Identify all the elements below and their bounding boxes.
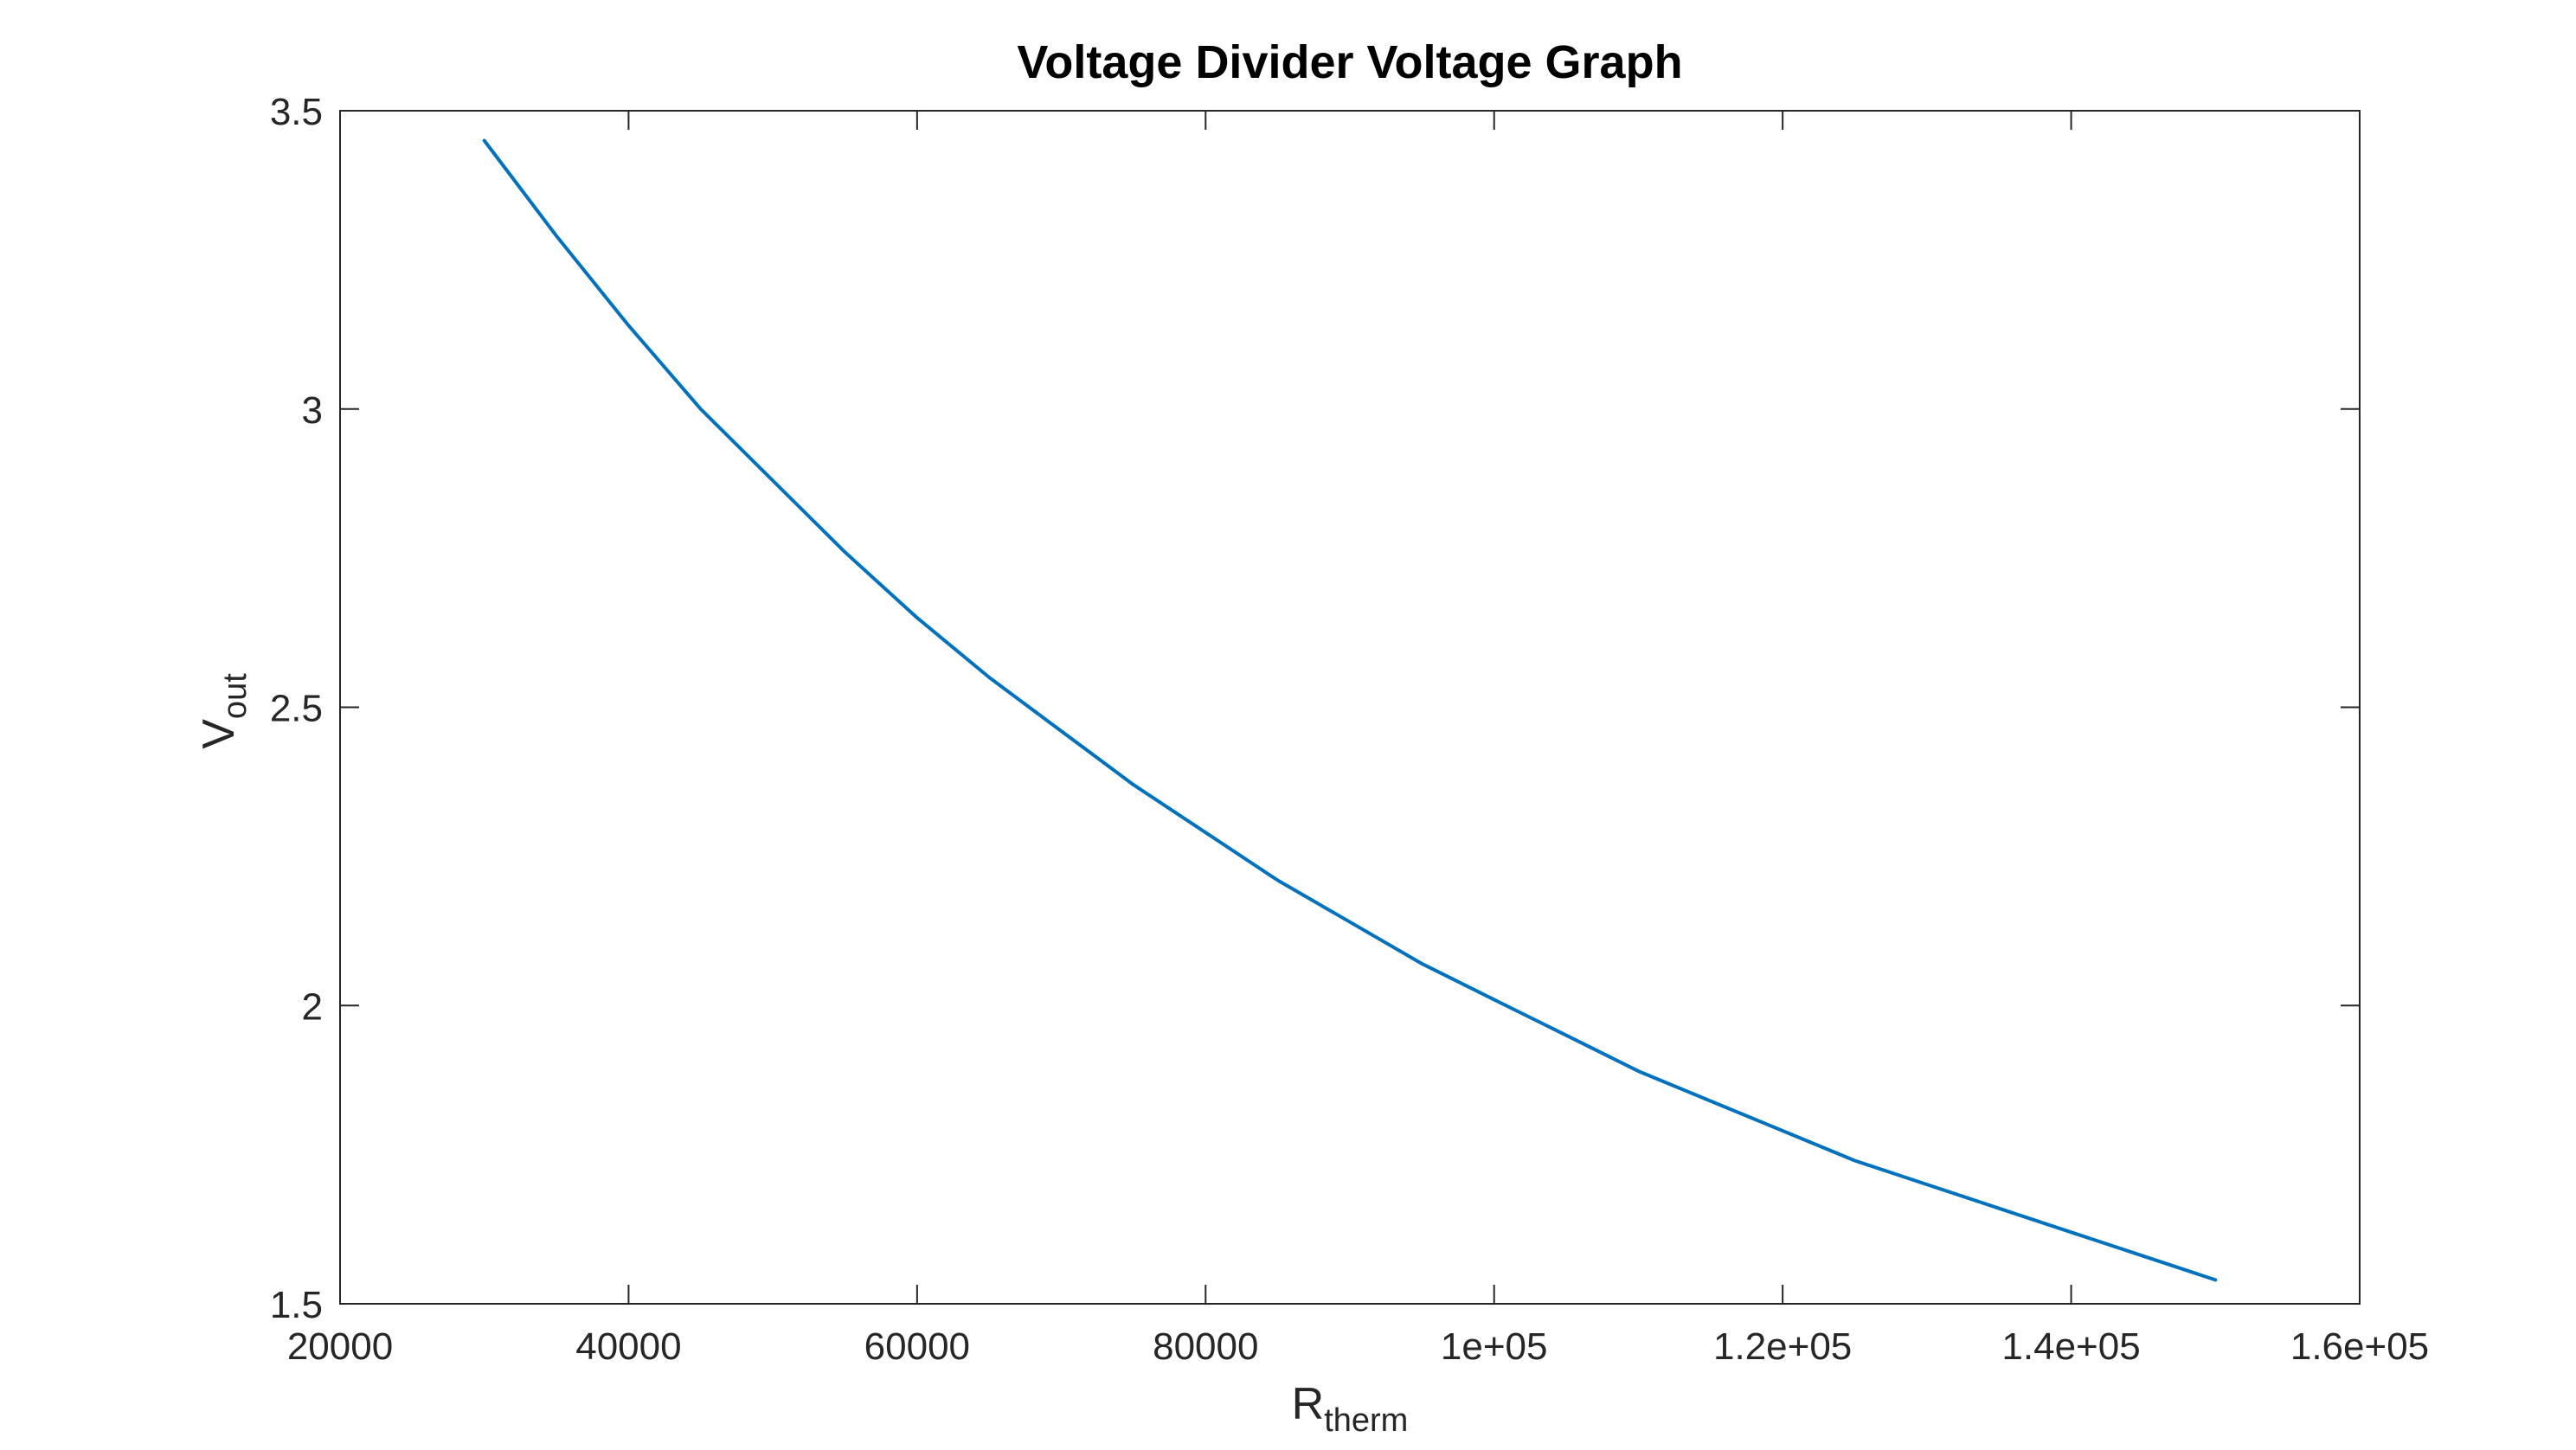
y-tick-label-4: 3.5: [270, 91, 323, 133]
x-tick-label-4: 1e+05: [1441, 1325, 1548, 1368]
x-tick-label-3: 80000: [1153, 1325, 1258, 1368]
x-axis-label: Rtherm: [1292, 1379, 1409, 1439]
y-tick-label-3: 3: [302, 389, 323, 432]
x-tick-label-5: 1.2e+05: [1713, 1325, 1852, 1368]
series-line: [482, 138, 2218, 1282]
y-axis-label-sub: out: [217, 673, 254, 719]
x-tick-label-1: 40000: [575, 1325, 681, 1368]
x-axis-label-main: R: [1292, 1379, 1325, 1429]
x-tick-label-2: 60000: [864, 1325, 970, 1368]
x-tick-label-6: 1.4e+05: [2001, 1325, 2140, 1368]
x-axis-label-sub: therm: [1324, 1402, 1408, 1439]
chart-title: Voltage Divider Voltage Graph: [1017, 36, 1682, 88]
y-tick-label-0: 1.5: [270, 1284, 323, 1326]
y-axis-label-main: V: [194, 719, 244, 749]
x-tick-label-0: 20000: [287, 1325, 393, 1368]
x-tick-label-7: 1.6e+05: [2290, 1325, 2429, 1368]
y-tick-label-1: 2: [302, 985, 323, 1028]
x-axis-ticks: 20000 40000 60000 80000 1e+05 1.2e+05 1.4e+05 1…: [287, 111, 2429, 1368]
y-axis-label: Vout: [194, 673, 254, 749]
y-tick-label-2: 2.5: [270, 688, 323, 730]
axes-box: [339, 110, 2361, 1305]
